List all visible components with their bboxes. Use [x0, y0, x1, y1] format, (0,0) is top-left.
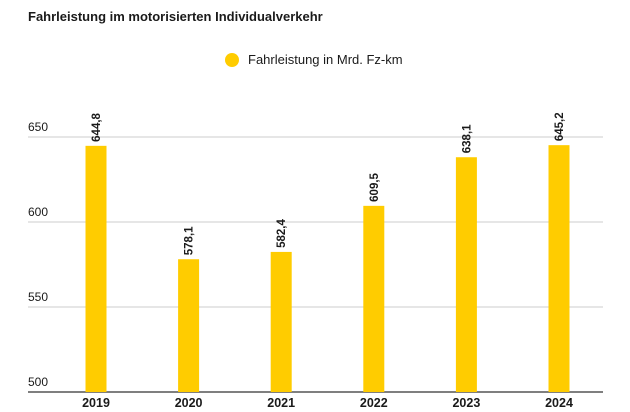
- data-label: 582,4: [276, 219, 288, 248]
- x-tick-label: 2024: [545, 396, 573, 410]
- data-label: 578,1: [184, 226, 196, 255]
- data-label: 644,8: [91, 112, 103, 141]
- x-tick-label: 2020: [175, 396, 203, 410]
- legend: Fahrleistung in Mrd. Fz-km: [225, 52, 403, 67]
- y-tick-label: 600: [28, 205, 48, 219]
- y-tick-label: 550: [28, 290, 48, 304]
- bar-2024: [548, 145, 570, 392]
- x-tick-label: 2022: [360, 396, 388, 410]
- data-label: 609,5: [369, 172, 381, 201]
- data-label: 645,2: [554, 112, 566, 141]
- y-tick-label: 650: [28, 120, 48, 134]
- y-tick-label: 500: [28, 375, 48, 389]
- legend-label: Fahrleistung in Mrd. Fz-km: [248, 52, 403, 67]
- x-tick-label: 2019: [82, 396, 110, 410]
- data-label: 638,1: [461, 124, 473, 153]
- x-tick-label: 2023: [452, 396, 480, 410]
- bar-2019: [85, 145, 107, 392]
- bar-2020: [178, 259, 200, 392]
- chart-title: Fahrleistung im motorisierten Individual…: [28, 9, 323, 24]
- legend-swatch: [225, 52, 239, 67]
- bar-2022: [363, 205, 385, 392]
- x-tick-label: 2021: [267, 396, 295, 410]
- bar-2021: [270, 251, 292, 392]
- bar-2023: [455, 157, 477, 392]
